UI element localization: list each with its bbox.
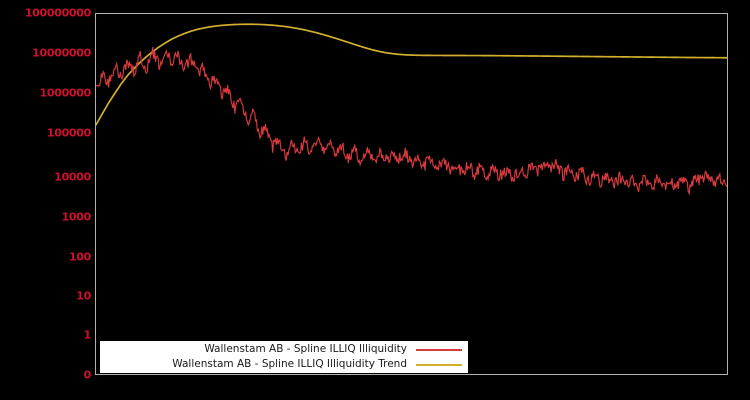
legend-label-series: Wallenstam AB - Spline ILLIQ Illiquidity	[204, 343, 407, 355]
y-tick-label: 100000000	[24, 6, 91, 20]
legend-label-trend: Wallenstam AB - Spline ILLIQ Illiquidity…	[172, 358, 407, 370]
plot-canvas	[96, 23, 727, 196]
y-tick-label: 100000	[46, 126, 91, 140]
y-tick-label: 10000000	[32, 46, 91, 60]
y-tick-label: 10000	[54, 170, 91, 184]
y-tick-label: 1000000	[39, 86, 92, 100]
y-tick-label: 10	[76, 289, 91, 303]
y-tick-label: 0	[83, 368, 92, 382]
y-tick-label: 100	[68, 250, 91, 264]
y-tick-label: 1000	[61, 210, 92, 224]
y-tick-label: 1	[83, 328, 92, 342]
legend-entry-trend: Wallenstam AB - Spline ILLIQ Illiquidity…	[100, 357, 462, 372]
line-swatch-trend-icon	[416, 363, 462, 366]
line-swatch-series-icon	[416, 348, 462, 351]
legend-entry-series: Wallenstam AB - Spline ILLIQ Illiquidity	[100, 342, 462, 357]
illiquidity-line-path	[96, 46, 727, 196]
trend-line-path	[96, 23, 727, 126]
chart-legend: Wallenstam AB - Spline ILLIQ Illiquidity…	[100, 341, 468, 373]
plot-area	[95, 13, 728, 375]
